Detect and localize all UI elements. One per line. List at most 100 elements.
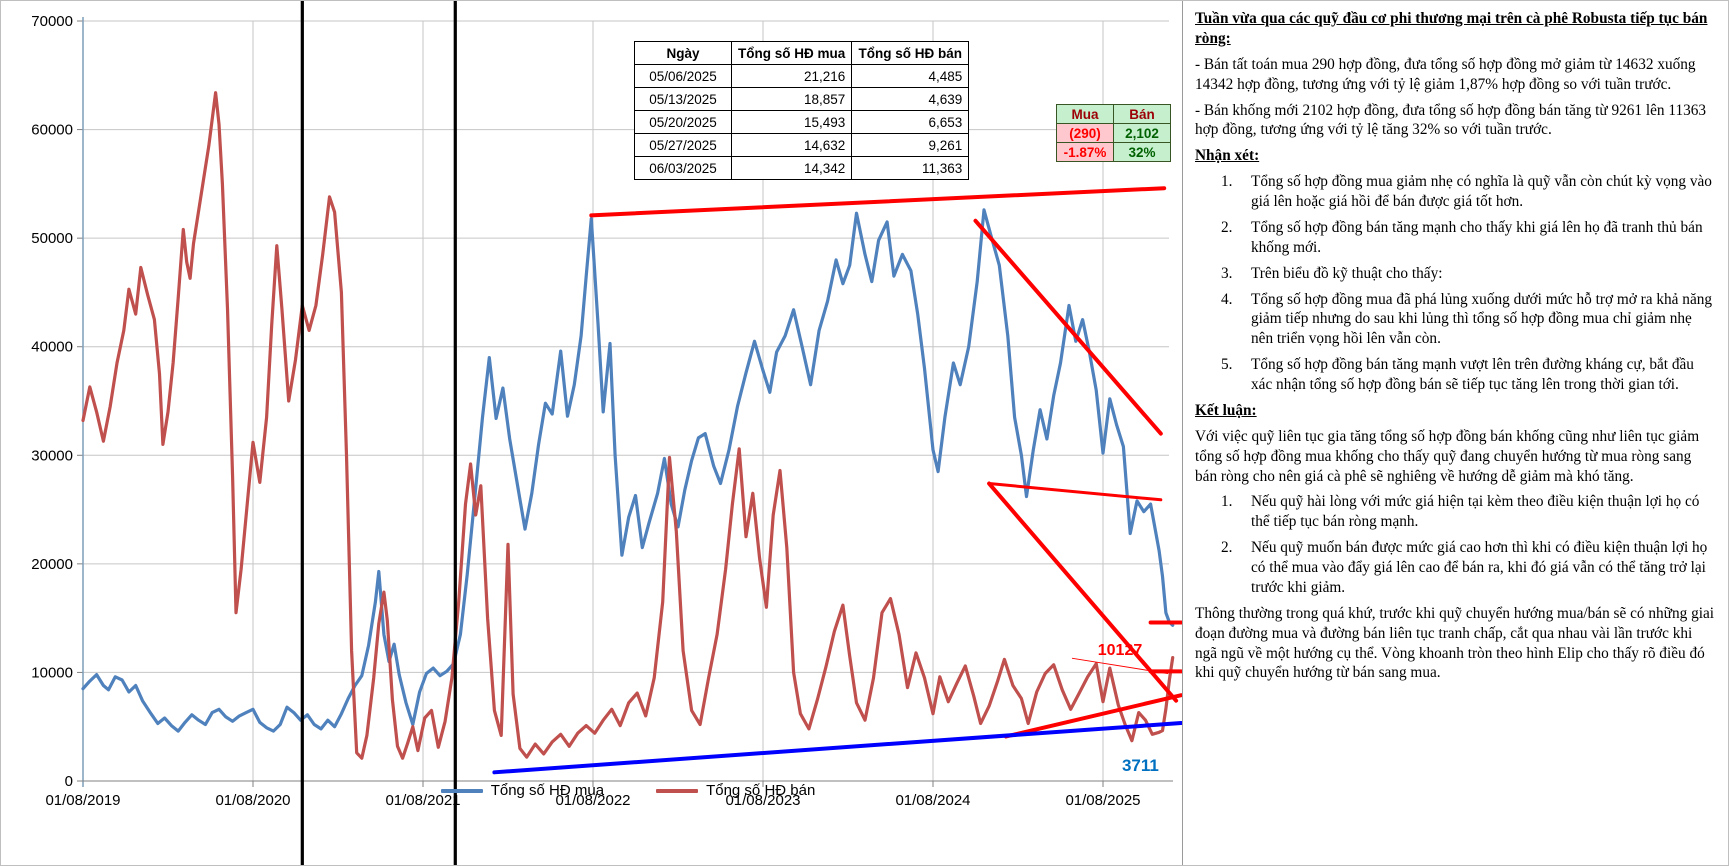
y-axis-label: 70000 [31,13,73,30]
summary-percent-ban: 32% [1113,142,1171,162]
x-axis-label: 01/08/2021 [385,792,460,809]
sell-contracts-line [81,91,1175,760]
nhan-xet-list: 1. Tổng số hợp đồng mua giảm nhẹ có nghĩa… [1195,172,1716,395]
table-row: 05/27/2025 14,632 9,261 [634,133,970,157]
ket-luan-list: 1. Nếu quỹ hài lòng với mức giá hiện tại … [1195,492,1716,597]
x-axis-label: 01/08/2024 [895,792,970,809]
table-header-row: Ngày Tổng số HĐ mua Tổng số HĐ bán [634,41,970,65]
trendline-sell-support-rising [1004,693,1182,739]
x-axis-label: 01/08/2023 [725,792,800,809]
cell-date: 05/06/2025 [634,64,732,88]
col-header-sell: Tổng số HĐ bán [851,41,970,65]
highlight-ellipse [300,1,457,865]
trendline-mid-fan-lower [987,481,1179,703]
cot-data-table: Ngày Tổng số HĐ mua Tổng số HĐ bán 05/06… [634,41,970,180]
legend-item-buy: Tổng số HĐ mua [440,782,605,799]
annotation-label-sell-resistance-value: 10127 [1098,642,1143,659]
list-number: 2. [1221,539,1233,557]
y-axis-label: 50000 [31,230,73,247]
y-axis-label: 10000 [31,664,73,681]
x-axis-label: 01/08/2022 [555,792,630,809]
list-text: Tổng số hợp đồng mua giảm nhẹ có nghĩa l… [1251,173,1712,210]
cell-value: 9,261 [851,133,970,157]
sell-line-swatch [656,788,699,793]
summary-change-row: (290) 2,102 [1056,123,1171,143]
cot-line-chart: 0 10000 20000 30000 40000 50000 60000 70000 01/0… [31,1,1182,865]
cell-value: 4,639 [851,87,970,111]
summary-percent-mua: -1.87% [1056,142,1114,162]
summary-header-mua: Mua [1056,104,1114,124]
trendline-downtrend-from-2024-peak [973,218,1163,436]
list-number: 1. [1221,493,1233,511]
annotation-label-buy-support-value: 3711 [1122,756,1159,775]
summary-change-mua: (290) [1056,123,1114,143]
list-item: 3. Trên biểu đồ kỹ thuật cho thấy: [1221,264,1716,284]
trendline-buy-support-rising [492,721,1182,775]
intro-paragraph-2: - Bán khống mới 2102 hợp đồng, đưa tổng … [1195,101,1707,139]
cell-value: 14,632 [730,133,853,157]
cell-date: 05/13/2025 [634,87,732,111]
ket-luan-heading: Kết luận: [1195,401,1257,419]
list-number: 4. [1221,290,1233,308]
list-text: Tổng số hợp đồng bán tăng mạnh vượt lên … [1251,356,1694,393]
cell-value: 18,857 [730,87,853,111]
analysis-text-panel: Tuần vừa qua các quỹ đầu cơ phi thương m… [1182,1,1728,865]
table-row: 05/20/2025 15,493 6,653 [634,110,970,134]
list-item: 1. Nếu quỹ hài lòng với mức giá hiện tại … [1221,492,1716,532]
trendline-resistance-top [589,186,1167,218]
summary-percent-row: -1.87% 32% [1056,142,1171,162]
cell-value: 6,653 [851,110,970,134]
list-item: 5. Tổng số hợp đồng bán tăng mạnh vượt lê… [1221,355,1716,395]
y-axis-label: 0 [65,773,73,790]
summary-change-ban: 2,102 [1113,123,1171,143]
x-axis-label: 01/08/2020 [215,792,290,809]
list-text: Tổng số hợp đồng bán tăng mạnh cho thấy … [1251,218,1703,256]
y-axis-label: 40000 [31,339,73,356]
x-axis-label: 01/08/2019 [45,792,120,809]
cell-value: 4,485 [851,64,970,88]
ket-luan-paragraph: Với việc quỹ liên tục gia tăng tổng số h… [1195,427,1700,485]
legend-item-sell: Tổng số HĐ bán [656,782,815,799]
weekly-change-summary: Mua Bán (290) 2,102 -1.87% 32% [1056,104,1171,162]
list-number: 3. [1221,264,1233,282]
nhan-xet-heading: Nhận xét: [1195,147,1260,165]
list-item: 4. Tổng số hợp đồng mua đã phá lủng xuống… [1221,290,1716,350]
list-item: 2. Tổng số hợp đồng bán tăng mạnh cho thấ… [1221,218,1716,258]
intro-paragraph-1: - Bán tất toán mua 290 hợp đồng, đưa tổn… [1195,55,1696,93]
buy-line-swatch [440,788,483,793]
cell-value: 14,342 [730,156,853,180]
buy-contracts-line [81,208,1175,733]
chart-panel: 0 10000 20000 30000 40000 50000 60000 70000 01/0… [1,1,1182,865]
list-item: 1. Tổng số hợp đồng mua giảm nhẹ có nghĩa… [1221,172,1716,212]
chart-legend: Tổng số HĐ mua Tổng số HĐ bán [83,782,1173,799]
list-item: 2. Nếu quỹ muốn bán được mức giá cao hơn … [1221,538,1716,598]
cell-date: 05/20/2025 [634,110,732,134]
y-axis-label: 30000 [31,447,73,464]
list-number: 2. [1221,218,1233,236]
cell-value: 21,216 [730,64,853,88]
list-text: Nếu quỹ hài lòng với mức giá hiện tại kè… [1251,493,1700,531]
list-text: Nếu quỹ muốn bán được mức giá cao hơn th… [1251,539,1708,596]
table-row: 05/06/2025 21,216 4,485 [634,64,970,88]
list-number: 5. [1221,356,1233,374]
y-axis-label: 60000 [31,122,73,139]
list-text: Trên biểu đồ kỹ thuật cho thấy: [1251,264,1443,282]
cell-date: 05/27/2025 [634,133,732,157]
table-row: 06/03/2025 14,342 11,363 [634,156,970,180]
legend-label-buy: Tổng số HĐ mua [490,782,605,799]
summary-header-ban: Bán [1113,104,1171,124]
outro-paragraph: Thông thường trong quá khứ, trước khi qu… [1195,604,1715,682]
trendline-mid-fan-upper [987,482,1163,502]
table-row: 05/13/2025 18,857 4,639 [634,87,970,111]
col-header-buy: Tổng số HĐ mua [730,41,853,65]
cell-value: 15,493 [730,110,853,134]
legend-label-sell: Tổng số HĐ bán [706,782,816,799]
col-header-date: Ngày [634,41,732,65]
summary-header-row: Mua Bán [1056,104,1171,124]
x-axis-label: 01/08/2025 [1065,792,1140,809]
cell-date: 06/03/2025 [634,156,732,180]
y-axis-label: 20000 [31,556,73,573]
list-text: Tổng số hợp đồng mua đã phá lủng xuống d… [1251,290,1713,348]
panel-title: Tuần vừa qua các quỹ đầu cơ phi thương m… [1195,10,1708,47]
